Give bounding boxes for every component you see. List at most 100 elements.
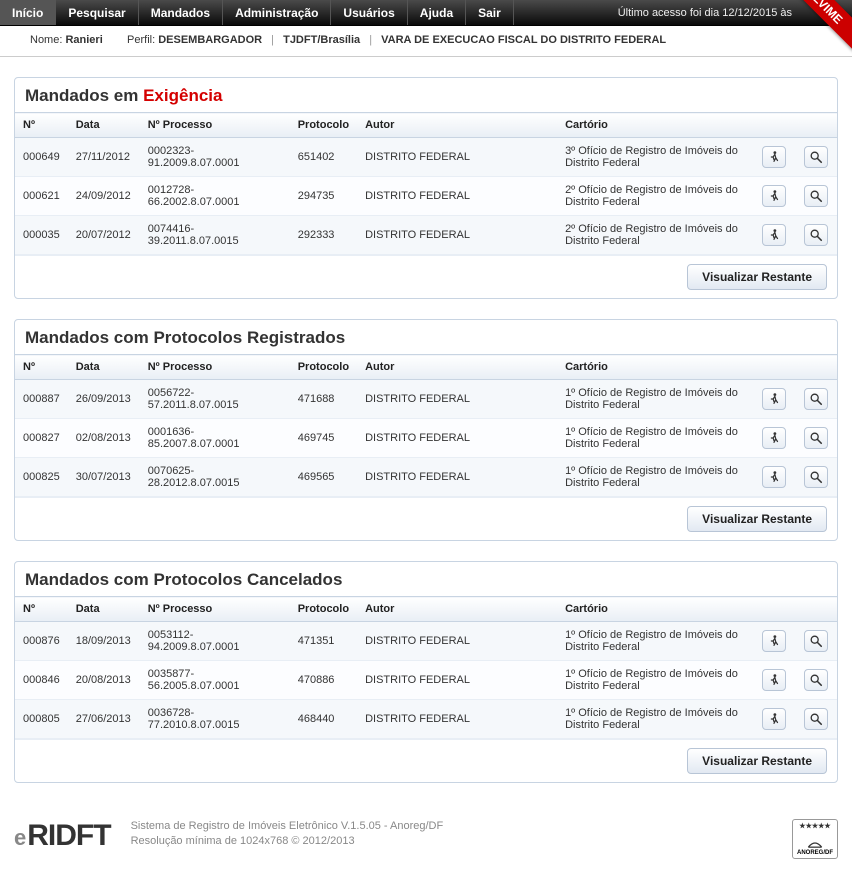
search-icon[interactable] [804, 630, 828, 652]
table-row: 00088726/09/20130056722-57.2011.8.07.001… [15, 380, 837, 419]
perfil-value: DESEMBARGADOR [158, 34, 262, 46]
logo-ridft: eRIDFT [14, 819, 111, 853]
cell-data: 20/07/2012 [68, 216, 140, 255]
search-icon[interactable] [804, 427, 828, 449]
panel-title: Mandados em Exigência [15, 78, 837, 112]
col-num: Nº [15, 355, 68, 380]
cell-autor: DISTRITO FEDERAL [357, 700, 557, 739]
cell-processo: 0070625-28.2012.8.07.0015 [140, 458, 290, 497]
data-table: NºDataNº ProcessoProtocoloAutorCartório0… [15, 112, 837, 255]
cell-num: 000805 [15, 700, 68, 739]
cell-num: 000827 [15, 419, 68, 458]
cell-autor: DISTRITO FEDERAL [357, 661, 557, 700]
footer-text: Sistema de Registro de Imóveis Eletrônic… [131, 819, 772, 850]
table-row: 00084620/08/20130035877-56.2005.8.07.000… [15, 661, 837, 700]
nome-value: Ranieri [65, 34, 102, 46]
walk-icon[interactable] [762, 630, 786, 652]
cell-cartorio: 1º Ofício de Registro de Imóveis do Dist… [557, 622, 753, 661]
walk-icon[interactable] [762, 708, 786, 730]
cell-num: 000649 [15, 138, 68, 177]
table-row: 00062124/09/20120012728-66.2002.8.07.000… [15, 177, 837, 216]
cell-autor: DISTRITO FEDERAL [357, 138, 557, 177]
cell-protocolo: 471688 [290, 380, 357, 419]
nav-item-sair[interactable]: Sair [466, 0, 514, 25]
table-row: 00082702/08/20130001636-85.2007.8.07.000… [15, 419, 837, 458]
nome-label: Nome: [30, 34, 62, 46]
col-num: Nº [15, 113, 68, 138]
col-data: Data [68, 355, 140, 380]
cell-data: 20/08/2013 [68, 661, 140, 700]
cell-autor: DISTRITO FEDERAL [357, 622, 557, 661]
col-processo: Nº Processo [140, 113, 290, 138]
top-nav: InícioPesquisarMandadosAdministraçãoUsuá… [0, 0, 852, 26]
cell-cartorio: 1º Ofício de Registro de Imóveis do Dist… [557, 419, 753, 458]
table-row: 00064927/11/20120002323-91.2009.8.07.000… [15, 138, 837, 177]
data-table: NºDataNº ProcessoProtocoloAutorCartório0… [15, 354, 837, 497]
visualizar-restante-button[interactable]: Visualizar Restante [687, 264, 827, 290]
walk-icon[interactable] [762, 466, 786, 488]
search-icon[interactable] [804, 388, 828, 410]
cell-processo: 0056722-57.2011.8.07.0015 [140, 380, 290, 419]
search-icon[interactable] [804, 466, 828, 488]
table-row: 00080527/06/20130036728-77.2010.8.07.001… [15, 700, 837, 739]
walk-icon[interactable] [762, 224, 786, 246]
panel-title: Mandados com Protocolos Cancelados [15, 562, 837, 596]
col-cartorio: Cartório [557, 597, 753, 622]
walk-icon[interactable] [762, 427, 786, 449]
cell-num: 000621 [15, 177, 68, 216]
cell-processo: 0001636-85.2007.8.07.0001 [140, 419, 290, 458]
cell-data: 30/07/2013 [68, 458, 140, 497]
panel-2: Mandados com Protocolos CanceladosNºData… [14, 561, 838, 783]
cell-processo: 0036728-77.2010.8.07.0015 [140, 700, 290, 739]
anoreg-badge: ANOREG/DF [792, 819, 838, 859]
nav-item-inicio[interactable]: Início [0, 0, 56, 25]
search-icon[interactable] [804, 185, 828, 207]
nav-item-ajuda[interactable]: Ajuda [408, 0, 466, 25]
col-autor: Autor [357, 597, 557, 622]
cell-data: 27/06/2013 [68, 700, 140, 739]
search-icon[interactable] [804, 708, 828, 730]
walk-icon[interactable] [762, 146, 786, 168]
col-processo: Nº Processo [140, 597, 290, 622]
search-icon[interactable] [804, 669, 828, 691]
col-protocolo: Protocolo [290, 355, 357, 380]
nav-item-administracao[interactable]: Administração [223, 0, 331, 25]
cell-cartorio: 1º Ofício de Registro de Imóveis do Dist… [557, 700, 753, 739]
walk-icon[interactable] [762, 388, 786, 410]
col-processo: Nº Processo [140, 355, 290, 380]
col-autor: Autor [357, 355, 557, 380]
walk-icon[interactable] [762, 669, 786, 691]
cell-cartorio: 2º Ofício de Registro de Imóveis do Dist… [557, 216, 753, 255]
cell-processo: 0074416-39.2011.8.07.0015 [140, 216, 290, 255]
cell-autor: DISTRITO FEDERAL [357, 458, 557, 497]
col-autor: Autor [357, 113, 557, 138]
panel-footer: Visualizar Restante [15, 497, 837, 540]
cell-cartorio: 2º Ofício de Registro de Imóveis do Dist… [557, 177, 753, 216]
cell-processo: 0012728-66.2002.8.07.0001 [140, 177, 290, 216]
cell-num: 000876 [15, 622, 68, 661]
table-row: 00087618/09/20130053112-94.2009.8.07.000… [15, 622, 837, 661]
cell-data: 18/09/2013 [68, 622, 140, 661]
cell-processo: 0002323-91.2009.8.07.0001 [140, 138, 290, 177]
cell-num: 000887 [15, 380, 68, 419]
cell-protocolo: 294735 [290, 177, 357, 216]
nav-item-pesquisar[interactable]: Pesquisar [56, 0, 138, 25]
visualizar-restante-button[interactable]: Visualizar Restante [687, 506, 827, 532]
visualizar-restante-button[interactable]: Visualizar Restante [687, 748, 827, 774]
panel-footer: Visualizar Restante [15, 255, 837, 298]
cell-autor: DISTRITO FEDERAL [357, 177, 557, 216]
data-table: NºDataNº ProcessoProtocoloAutorCartório0… [15, 596, 837, 739]
cell-data: 24/09/2012 [68, 177, 140, 216]
nav-item-mandados[interactable]: Mandados [139, 0, 223, 25]
col-num: Nº [15, 597, 68, 622]
cell-autor: DISTRITO FEDERAL [357, 216, 557, 255]
nav-item-usuarios[interactable]: Usuários [331, 0, 407, 25]
search-icon[interactable] [804, 224, 828, 246]
cell-cartorio: 3º Ofício de Registro de Imóveis do Dist… [557, 138, 753, 177]
panel-footer: Visualizar Restante [15, 739, 837, 782]
cell-protocolo: 470886 [290, 661, 357, 700]
search-icon[interactable] [804, 146, 828, 168]
cell-data: 02/08/2013 [68, 419, 140, 458]
cell-protocolo: 292333 [290, 216, 357, 255]
walk-icon[interactable] [762, 185, 786, 207]
